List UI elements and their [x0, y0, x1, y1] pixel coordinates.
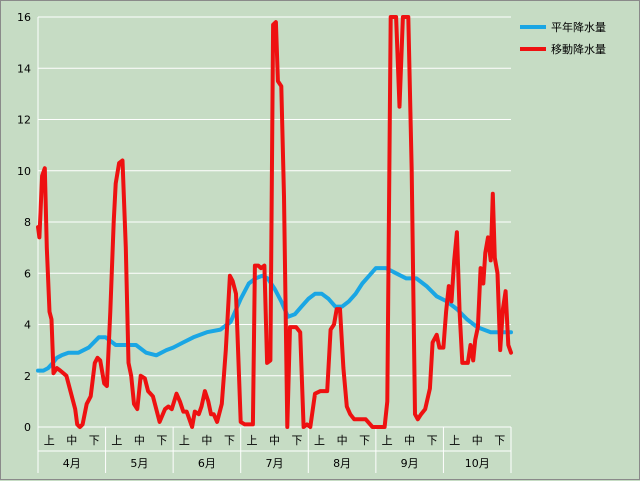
x-period-label: 中: [269, 434, 280, 447]
y-tick-label: 12: [17, 114, 31, 127]
x-period-label: 下: [494, 434, 505, 447]
y-tick-label: 8: [24, 216, 31, 229]
grid-layer: [38, 16, 511, 377]
y-tick-label: 14: [17, 62, 31, 75]
x-month-label: 9月: [401, 457, 419, 470]
x-period-label: 下: [89, 434, 100, 447]
x-period-label: 上: [314, 434, 325, 447]
series-layer: [36, 15, 513, 429]
y-tick-label: 2: [24, 370, 31, 383]
x-period-label: 上: [449, 434, 460, 447]
x-month-label: 7月: [266, 457, 284, 470]
y-tick-label: 6: [24, 267, 31, 280]
x-month-label: 10月: [465, 457, 490, 470]
y-tick-label: 10: [17, 165, 31, 178]
legend-label-normal: 平年降水量: [551, 20, 606, 34]
x-period-label: 上: [246, 434, 257, 447]
x-period-label: 下: [156, 434, 167, 447]
y-tick-label: 4: [24, 319, 31, 332]
x-month-label: 4月: [63, 457, 81, 470]
series-moving-line: [36, 15, 513, 429]
x-period-label: 上: [111, 434, 122, 447]
x-period-label: 中: [134, 434, 145, 447]
x-period-label: 下: [292, 434, 303, 447]
legend-label-moving: 移動降水量: [551, 42, 606, 56]
y-tick-label: 0: [24, 421, 31, 434]
x-period-label: 上: [179, 434, 190, 447]
x-month-label: 6月: [198, 457, 216, 470]
x-period-label: 上: [44, 434, 55, 447]
x-period-label: 中: [201, 434, 212, 447]
x-period-label: 下: [427, 434, 438, 447]
x-period-label: 中: [404, 434, 415, 447]
x-period-label: 下: [359, 434, 370, 447]
x-period-label: 中: [472, 434, 483, 447]
x-period-label: 中: [337, 434, 348, 447]
x-month-label: 8月: [333, 457, 351, 470]
axes-layer: 0246810121416上中下4月上中下5月上中下6月上中下7月上中下8月上中…: [17, 11, 512, 473]
x-period-label: 上: [382, 434, 393, 447]
x-period-label: 中: [66, 434, 77, 447]
x-period-label: 下: [224, 434, 235, 447]
x-month-label: 5月: [130, 457, 148, 470]
legend: 平年降水量 移動降水量: [520, 20, 606, 56]
y-tick-label: 16: [17, 11, 31, 24]
